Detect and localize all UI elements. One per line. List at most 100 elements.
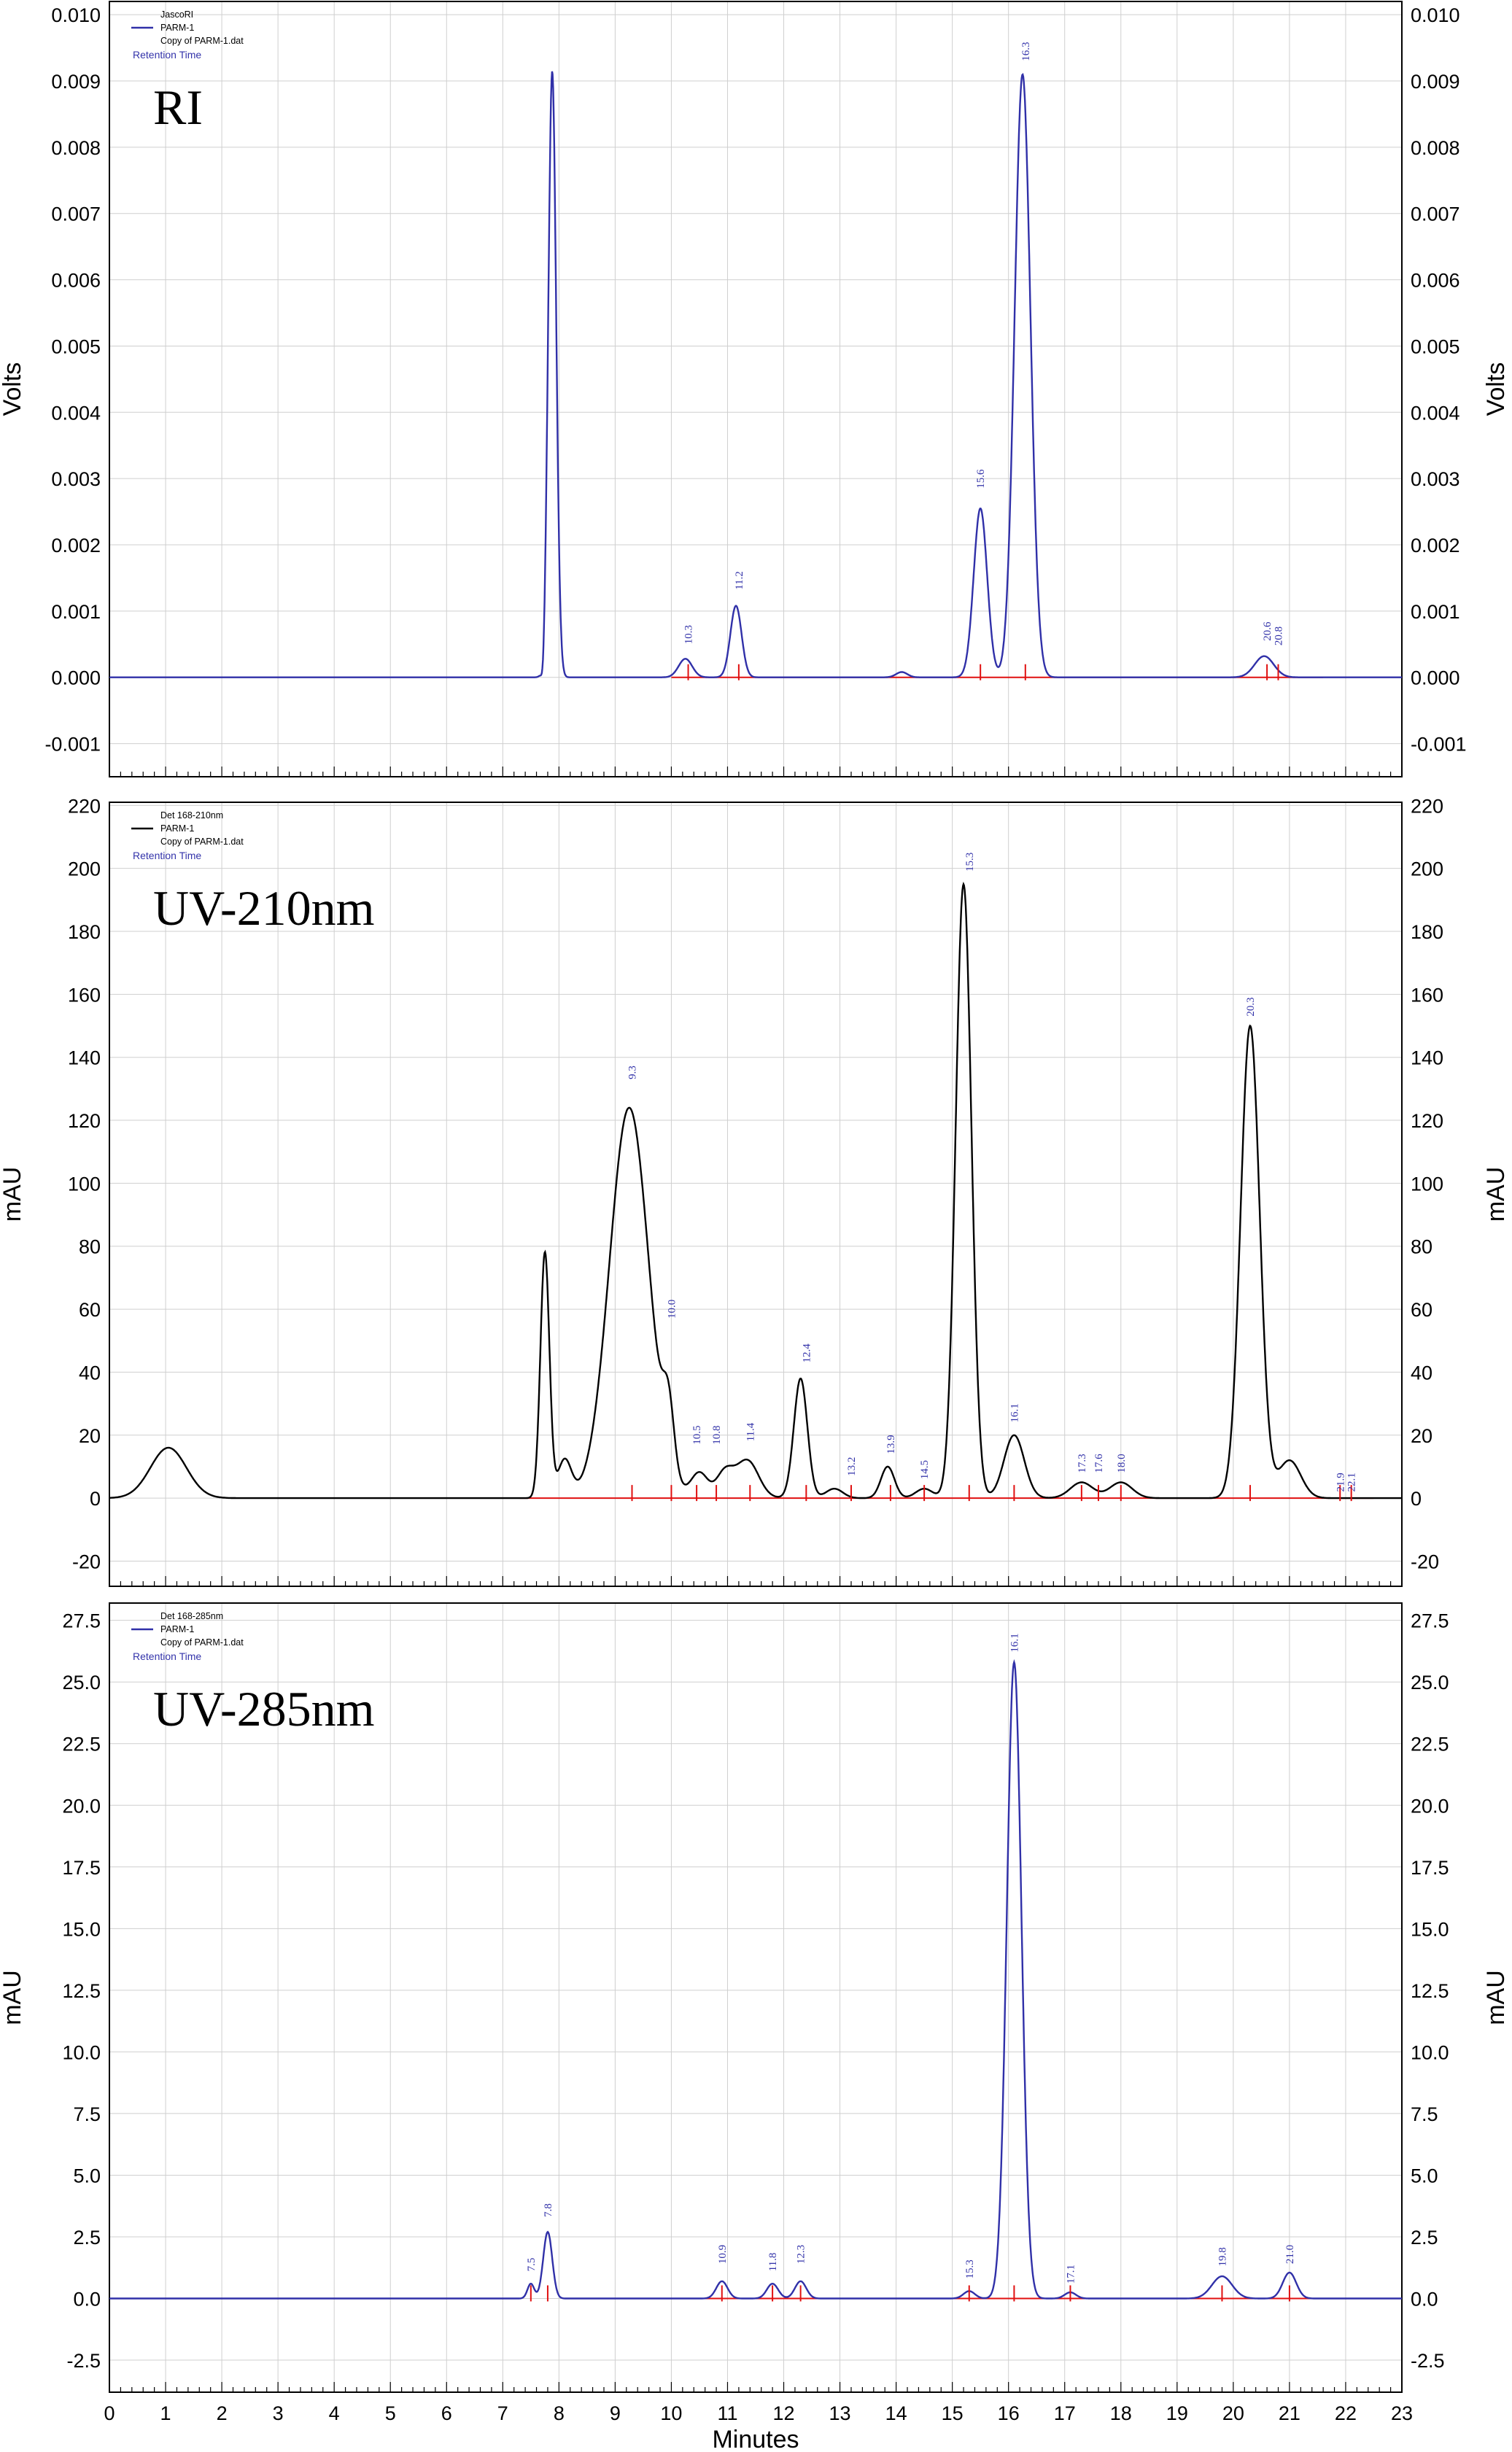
x-tick-label: 1 <box>160 2402 171 2424</box>
y-tick-label-right: 0.009 <box>1411 71 1460 93</box>
y-tick-label-right: 20 <box>1411 1425 1432 1447</box>
y-tick-label: 40 <box>79 1362 101 1384</box>
y-tick-label: 20.0 <box>62 1795 101 1817</box>
y-tick-label: 22.5 <box>62 1734 101 1755</box>
y-tick-label-right: 17.5 <box>1411 1857 1449 1879</box>
peak-label: 17.6 <box>1093 1454 1105 1473</box>
panel-1: 0.010 0.010 0.009 0.009 0.008 0.008 0.007 0.007… <box>0 1 1510 777</box>
x-tick-label: 11 <box>717 2402 737 2424</box>
y-tick-label-right: 27.5 <box>1411 1610 1449 1632</box>
y-tick-label: -20 <box>72 1551 101 1572</box>
plot-frame <box>109 802 1403 1587</box>
y-tick-label-right: 5.0 <box>1411 2165 1438 2187</box>
y-tick-label: 7.5 <box>73 2103 101 2125</box>
y-tick-label-right: 200 <box>1411 858 1443 880</box>
y-axis-title: Volts <box>0 362 26 416</box>
y-tick-label-right: 120 <box>1411 1110 1443 1132</box>
y-tick-label: 10.0 <box>62 2041 101 2063</box>
chromatogram-trace <box>109 1658 1402 2300</box>
y-tick-label-right: 40 <box>1411 1362 1432 1384</box>
legend-series: PARM-1 <box>160 823 194 834</box>
x-tick-label: 18 <box>1110 2402 1132 2424</box>
y-tick-label-right: 15.0 <box>1411 1918 1449 1940</box>
x-tick-label: 20 <box>1222 2402 1244 2424</box>
y-tick-label: 27.5 <box>62 1610 101 1632</box>
legend-header: Det 168-285nm <box>160 1611 223 1621</box>
x-tick-label: 5 <box>385 2402 396 2424</box>
x-tick-label: 0 <box>104 2402 115 2424</box>
y-tick-label: 0.009 <box>51 71 101 93</box>
legend-header: JascoRI <box>160 9 193 20</box>
peak-label: 7.8 <box>543 2203 554 2217</box>
y-tick-label-right: 220 <box>1411 795 1443 817</box>
peak-label: 17.3 <box>1077 1454 1088 1473</box>
y-tick-label: 120 <box>68 1110 101 1132</box>
y-axis-title-right: Volts <box>1482 362 1510 416</box>
y-axis-title-right: mAU <box>1482 1970 1510 2025</box>
legend-retention-time: Retention Time <box>133 49 201 61</box>
peak-label: 16.1 <box>1009 1403 1020 1422</box>
x-tick-label: 21 <box>1279 2402 1300 2424</box>
y-tick-label: 0.003 <box>51 468 101 490</box>
y-tick-label-right: -0.001 <box>1411 734 1467 756</box>
legend-file: Copy of PARM-1.dat <box>160 1637 244 1648</box>
y-tick-label-right: 0.004 <box>1411 402 1460 424</box>
y-tick-label: 0.004 <box>51 402 101 424</box>
y-tick-label: 2.5 <box>73 2227 101 2249</box>
y-tick-label: 0.0 <box>73 2289 101 2311</box>
y-tick-label-right: 0.0 <box>1411 2289 1438 2311</box>
plot-frame <box>109 1602 1403 2393</box>
x-tick-label: 12 <box>772 2402 794 2424</box>
y-tick-label: 17.5 <box>62 1857 101 1879</box>
x-tick-label: 14 <box>885 2402 907 2424</box>
x-tick-label: 10 <box>660 2402 682 2424</box>
panel-title: UV-210nm <box>153 880 375 936</box>
peak-label: 16.1 <box>1009 1633 1020 1652</box>
y-tick-label-right: 140 <box>1411 1047 1443 1069</box>
legend-series: PARM-1 <box>160 1624 194 1634</box>
y-tick-label: 0.008 <box>51 137 101 159</box>
plot-frame <box>109 1 1403 777</box>
y-tick-label: -2.5 <box>66 2350 101 2372</box>
y-tick-label-right: 0.005 <box>1411 335 1460 357</box>
x-tick-label: 4 <box>329 2402 340 2424</box>
y-tick-label-right: 0.002 <box>1411 535 1460 556</box>
peak-label: 16.3 <box>1020 42 1032 61</box>
peak-label: 9.3 <box>627 1066 639 1079</box>
peak-label: 22.1 <box>1346 1473 1358 1491</box>
legend-file: Copy of PARM-1.dat <box>160 36 244 46</box>
y-tick-label: 12.5 <box>62 1980 101 2002</box>
y-tick-label: 20 <box>79 1425 101 1447</box>
panel-title: RI <box>153 79 203 135</box>
peak-label: 12.3 <box>796 2245 807 2264</box>
y-tick-label: 160 <box>68 984 101 1006</box>
y-tick-label: 0.005 <box>51 335 101 357</box>
x-tick-label: 7 <box>497 2402 508 2424</box>
x-tick-label: 13 <box>829 2402 851 2424</box>
y-tick-label-right: 0.001 <box>1411 601 1460 623</box>
peak-label: 21.9 <box>1335 1473 1346 1491</box>
peak-label: 10.3 <box>683 625 695 644</box>
peak-label: 11.2 <box>734 571 745 590</box>
y-tick-label-right: 7.5 <box>1411 2103 1438 2125</box>
peak-label: 20.3 <box>1245 997 1257 1016</box>
x-tick-label: 6 <box>441 2402 452 2424</box>
y-tick-label-right: 100 <box>1411 1173 1443 1195</box>
peak-label: 11.8 <box>767 2253 779 2272</box>
y-tick-label-right: -2.5 <box>1411 2350 1445 2372</box>
y-tick-label: 0.002 <box>51 535 101 556</box>
x-axis-title: Minutes <box>712 2426 799 2448</box>
y-tick-label: 25.0 <box>62 1672 101 1693</box>
peak-label: 10.8 <box>711 1425 723 1444</box>
peak-label: 7.5 <box>526 2258 538 2272</box>
y-tick-label: 180 <box>68 921 101 943</box>
y-tick-label-right: 0.010 <box>1411 4 1460 26</box>
peak-label: 18.0 <box>1116 1454 1128 1473</box>
y-tick-label: 200 <box>68 858 101 880</box>
peak-label: 13.2 <box>846 1457 858 1476</box>
y-tick-label-right: 25.0 <box>1411 1672 1449 1693</box>
y-tick-label: 0.001 <box>51 601 101 623</box>
y-tick-label: 0.010 <box>51 4 101 26</box>
y-tick-label-right: 10.0 <box>1411 2041 1449 2063</box>
